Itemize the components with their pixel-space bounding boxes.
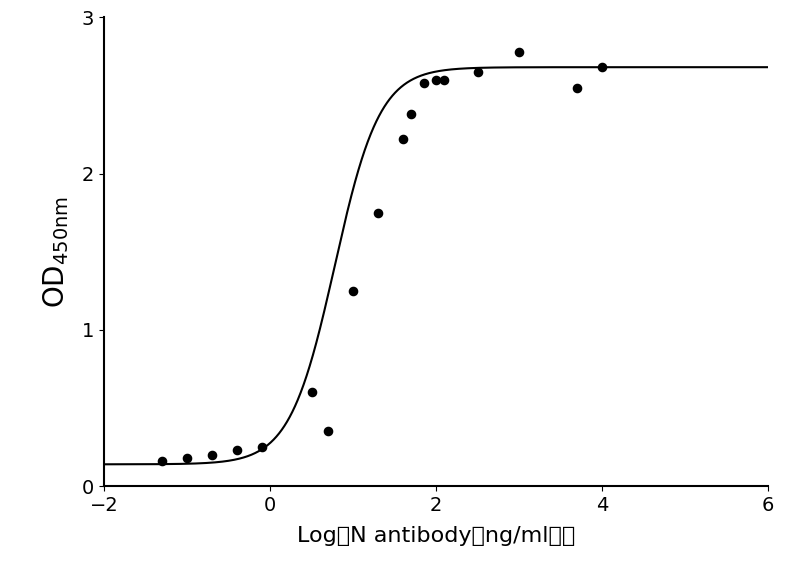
Point (230, 446, 243, 455)
Point (255, 443, 268, 452)
Point (513, 47, 526, 56)
Point (570, 83, 583, 92)
Point (346, 286, 359, 295)
Point (595, 62, 609, 72)
Point (156, 456, 169, 466)
Point (181, 454, 194, 463)
Point (438, 75, 450, 84)
Y-axis label: $\mathregular{OD_{450nm}}$: $\mathregular{OD_{450nm}}$ (41, 196, 70, 308)
X-axis label: Log（N antibody（ng/ml））: Log（N antibody（ng/ml）） (297, 526, 575, 546)
Point (471, 67, 484, 77)
Point (305, 388, 318, 397)
Point (417, 78, 430, 88)
Point (430, 75, 442, 84)
Point (322, 427, 334, 436)
Point (206, 450, 218, 459)
Point (371, 208, 384, 217)
Point (397, 134, 410, 144)
Point (405, 109, 418, 118)
